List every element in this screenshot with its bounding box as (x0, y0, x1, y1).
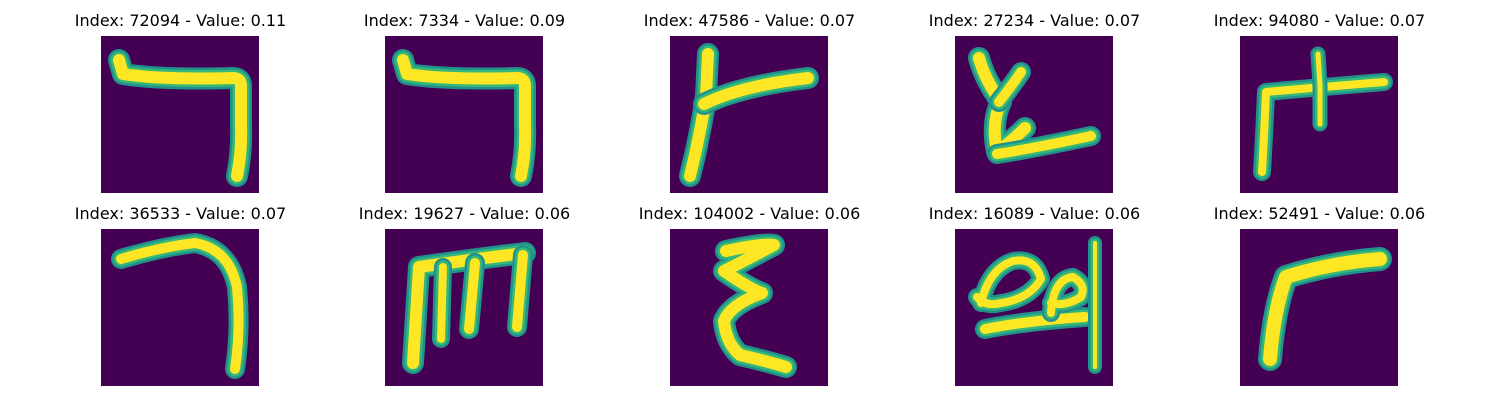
glyph-stroke-core (973, 256, 1045, 309)
glyph-stroke-core (992, 131, 1096, 159)
panel-title: Index: 7334 - Value: 0.09 (363, 11, 566, 30)
panel-6: Index: 36533 - Value: 0.07 (38, 203, 323, 386)
glyph-stroke-core (973, 52, 1031, 158)
panel-9: Index: 16089 - Value: 0.06 (892, 203, 1177, 386)
glyph-stroke-core (464, 258, 480, 334)
panel-4: Index: 27234 - Value: 0.07 (892, 10, 1177, 193)
panel-8: Index: 104002 - Value: 0.06 (607, 203, 892, 386)
panel-title: Index: 52491 - Value: 0.06 (1213, 204, 1426, 223)
panel-title: Index: 19627 - Value: 0.06 (358, 204, 571, 223)
glyph-stroke-core (980, 312, 1090, 334)
glyph-stroke-core (437, 263, 447, 343)
glyph-stroke-core (397, 54, 532, 182)
panel-image (385, 229, 543, 386)
glyph-stroke-core (994, 67, 1026, 107)
panel-title: Index: 47586 - Value: 0.07 (643, 11, 856, 30)
panel-7: Index: 19627 - Value: 0.06 (322, 203, 607, 386)
panel-image (955, 36, 1113, 193)
glyph-stroke-core (1263, 252, 1387, 366)
panel-title: Index: 36533 - Value: 0.07 (74, 204, 287, 223)
panel-1: Index: 72094 - Value: 0.11 (38, 10, 323, 193)
glyph-stroke-core (113, 54, 248, 182)
panel-10: Index: 52491 - Value: 0.06 (1177, 203, 1462, 386)
glyph-stroke-core (512, 250, 528, 332)
panel-title: Index: 104002 - Value: 0.06 (638, 204, 861, 223)
glyph-stroke-core (718, 238, 792, 373)
panel-2: Index: 7334 - Value: 0.09 (322, 10, 607, 193)
panel-image (1240, 229, 1398, 386)
panel-image (1240, 36, 1398, 193)
panel-image (385, 36, 543, 193)
panel-image (670, 36, 828, 193)
panel-title: Index: 16089 - Value: 0.06 (928, 204, 1141, 223)
panel-5: Index: 94080 - Value: 0.07 (1177, 10, 1462, 193)
glyph-stroke-core (1315, 51, 1323, 127)
glyph-stroke-core (1047, 273, 1087, 317)
glyph-stroke-core (116, 238, 244, 374)
glyph-stroke-core (698, 72, 814, 110)
glyph-stroke-core (1258, 78, 1388, 176)
panel-title: Index: 94080 - Value: 0.07 (1213, 11, 1426, 30)
panel-title: Index: 72094 - Value: 0.11 (74, 11, 287, 30)
panel-image (101, 36, 259, 193)
panel-image (955, 229, 1113, 386)
panel-image (670, 229, 828, 386)
panel-image (101, 229, 259, 386)
panel-title: Index: 27234 - Value: 0.07 (928, 11, 1141, 30)
panel-3: Index: 47586 - Value: 0.07 (607, 10, 892, 193)
